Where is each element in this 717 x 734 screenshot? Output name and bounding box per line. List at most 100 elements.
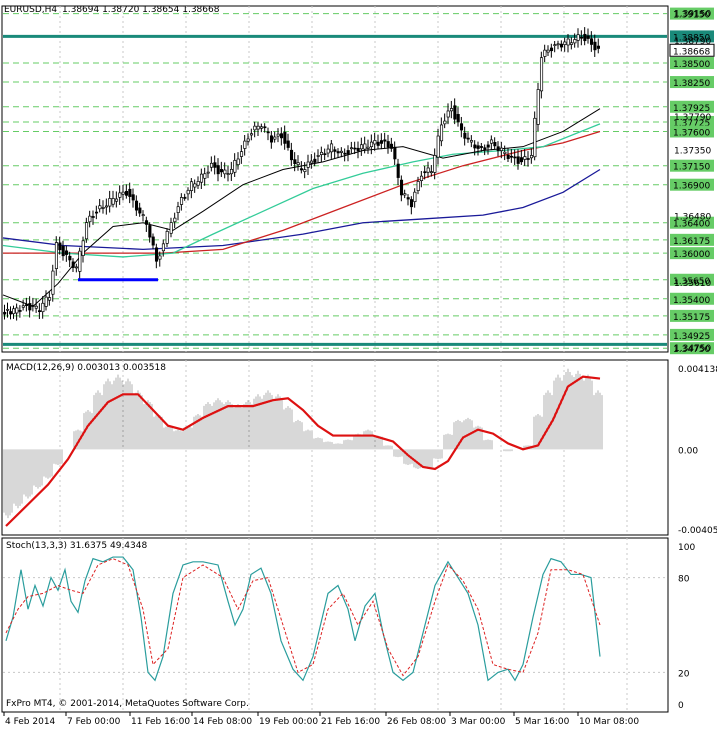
candle-body (546, 49, 550, 53)
level-label-bg (670, 159, 714, 172)
candle-body (526, 158, 530, 160)
ma-blue-line (2, 168, 601, 250)
candle-body (279, 133, 284, 139)
level-label-bg (670, 309, 714, 322)
level-label: 1.36900 (673, 182, 710, 192)
candle-body (466, 137, 470, 140)
candle-body (78, 250, 82, 272)
candle-body (343, 152, 347, 155)
macd-tick-label: -0.004054 (678, 526, 717, 536)
candle-body (134, 200, 139, 211)
candle-body (229, 169, 234, 175)
candle-body (579, 36, 584, 39)
candle-body (446, 110, 450, 118)
candle-body (379, 140, 384, 144)
candle-body (266, 131, 270, 134)
candle-body (61, 245, 65, 257)
candle-body (219, 169, 224, 173)
candle-body (396, 163, 400, 178)
candle-body (479, 146, 484, 148)
candle-body (529, 155, 534, 159)
candle-body (409, 199, 414, 208)
candle-body (9, 311, 13, 315)
level-label: 1.34925 (673, 332, 710, 342)
candle-body (6, 308, 10, 311)
level-label-bg (670, 342, 714, 355)
candle-body (489, 139, 494, 144)
macd-label: MACD(12,26,9) 0.003013 0.003518 (6, 363, 166, 373)
candle-body (243, 140, 247, 149)
chart-symbol-header: EURUSD,H4 (4, 5, 57, 15)
candle-body (563, 41, 567, 46)
candle-body (366, 146, 370, 149)
candle-body (54, 242, 59, 269)
time-tick-label: 5 Mar 16:00 (515, 717, 570, 727)
candle-body (573, 39, 577, 44)
candle-body (493, 142, 497, 147)
level-label-bg (670, 273, 714, 286)
level-label-bg (670, 76, 714, 89)
candle-body (443, 120, 447, 125)
candle-body (423, 171, 427, 174)
candle-body (383, 139, 387, 142)
candle-body (81, 240, 85, 256)
current-price-label: 1.38668 (673, 47, 710, 57)
level-label-bg (670, 233, 714, 246)
candle-body (506, 154, 510, 159)
candle-body (459, 123, 464, 131)
candle-body (553, 44, 557, 46)
candle-body (576, 34, 580, 41)
candle-body (108, 198, 112, 207)
candle-body (569, 42, 574, 45)
candle-body (306, 161, 310, 168)
candle-body (283, 131, 287, 144)
candle-body (41, 302, 45, 313)
candle-body (543, 49, 547, 57)
level-label-bg (670, 216, 714, 229)
candle-body (128, 188, 132, 197)
candle-body (533, 117, 537, 158)
candle-body (399, 179, 404, 196)
candle-body (84, 222, 89, 240)
stoch-tick-label: 0 (678, 701, 684, 711)
level-label: 1.38250 (673, 79, 710, 89)
level-label: 1.37925 (673, 104, 710, 114)
time-tick-label: 19 Feb 00:00 (259, 717, 318, 727)
candle-body (68, 255, 72, 261)
level-label-bg (670, 100, 714, 113)
candle-body (246, 138, 250, 142)
candle-body (51, 270, 55, 295)
candle-body (269, 135, 274, 143)
candle-body (549, 47, 554, 52)
level-label: 1.35650 (673, 277, 710, 287)
candle-body (376, 141, 380, 146)
candle-body (21, 305, 25, 308)
candle-body (469, 140, 474, 143)
candle-body (296, 162, 300, 166)
candle-body (516, 156, 520, 164)
time-tick-label: 7 Feb 00:00 (67, 717, 121, 727)
candle-body (556, 43, 560, 46)
stoch-tick-label: 100 (678, 543, 695, 553)
level-label: 1.36000 (673, 250, 710, 260)
candle-body (47, 297, 52, 301)
level-label: 1.38850 (673, 33, 710, 43)
candle-body (12, 308, 16, 315)
candle-body (94, 211, 99, 214)
candle-body (293, 159, 297, 164)
panel-border (1, 537, 669, 713)
candle-body (326, 148, 330, 154)
candle-body (138, 207, 142, 214)
candle-body (18, 310, 22, 312)
candle-body (329, 143, 334, 153)
candle-body (111, 198, 115, 205)
level-label-bg (670, 328, 714, 341)
candle-body (509, 155, 514, 158)
price-tick-label: 1.34750 (674, 344, 711, 354)
candle-body (539, 57, 544, 92)
candle-body (359, 144, 364, 150)
candle-body (336, 151, 340, 154)
candle-body (419, 175, 424, 181)
